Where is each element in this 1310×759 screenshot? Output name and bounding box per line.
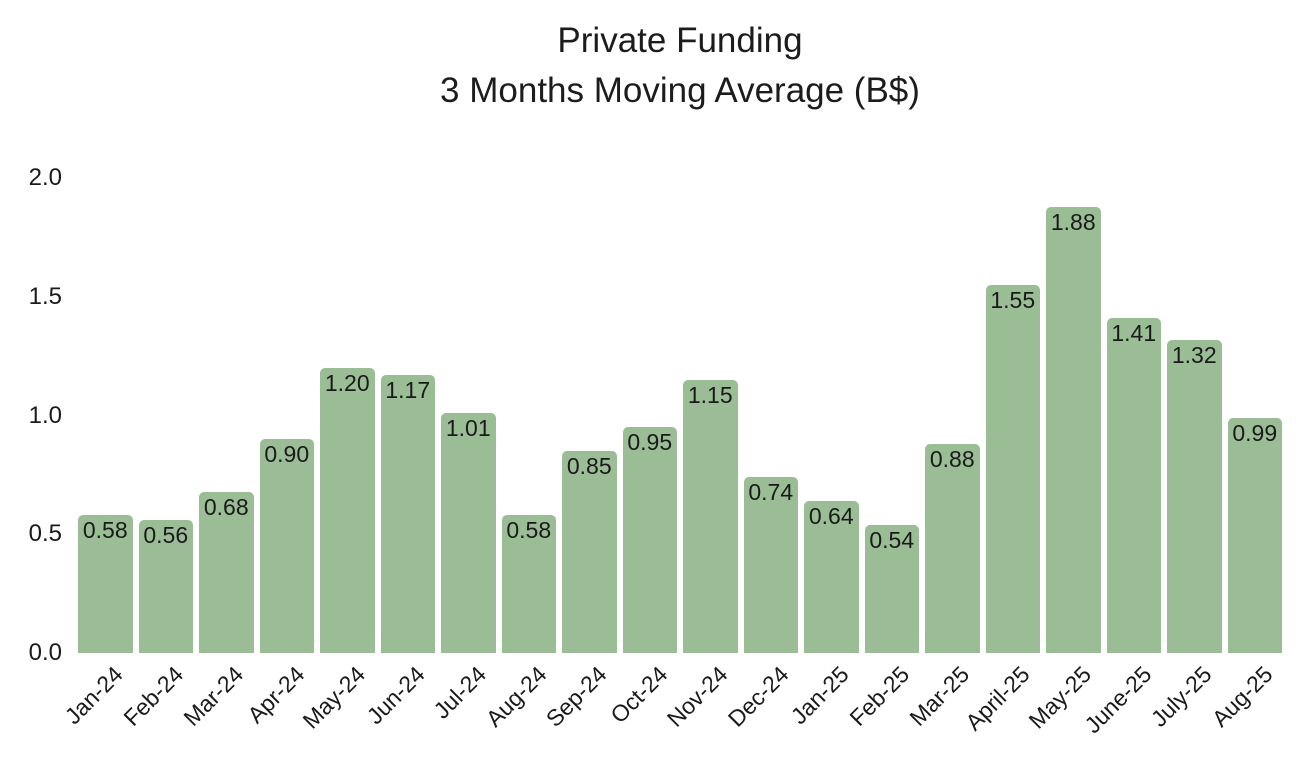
bar-Aug-24: 0.58 <box>501 515 556 653</box>
bar-Jan-25: 0.64 <box>804 501 859 653</box>
bar-value-label: 0.56 <box>143 522 189 548</box>
y-tick-label: 0.5 <box>28 520 62 548</box>
bar-value-label: 0.88 <box>929 446 975 472</box>
bar-April-25: 1.55 <box>985 284 1040 653</box>
bar-value-label: 0.85 <box>566 453 612 480</box>
bar-Oct-24: 0.95 <box>622 427 677 653</box>
bar-July-25: 1.32 <box>1167 339 1222 653</box>
y-tick-label: 1.5 <box>28 282 62 310</box>
bar-value-label: 1.41 <box>1111 320 1157 347</box>
chart-title: Private Funding 3 Months Moving Average … <box>78 16 1282 116</box>
bar-value-label: 1.01 <box>445 415 491 442</box>
bar-value-label: 0.54 <box>869 526 915 553</box>
bar-Sep-24: 0.85 <box>562 451 617 653</box>
bar-value-label: 1.88 <box>1050 208 1096 235</box>
bar-value-label: 1.55 <box>990 286 1036 313</box>
bar-Mar-24: 0.68 <box>199 491 254 653</box>
bar-value-label: 0.95 <box>627 429 673 456</box>
bar-value-label: 0.74 <box>748 479 794 506</box>
bar-Mar-25: 0.88 <box>925 444 980 653</box>
bar-Jan-24: 0.58 <box>78 515 133 653</box>
bar-value-label: 1.17 <box>385 377 431 404</box>
bar-value-label: 0.58 <box>506 517 552 544</box>
chart-title-line2: 3 Months Moving Average (B$) <box>440 71 920 110</box>
plot-area: 0.58 0.56 0.68 0.90 1.20 1.17 1.01 0.58 0.85 0.95… <box>78 178 1282 653</box>
bar-value-label: 0.64 <box>808 503 854 529</box>
bar-Feb-25: 0.54 <box>864 524 919 653</box>
y-tick-label: 0.0 <box>28 639 62 666</box>
bar-value-label: 1.15 <box>687 381 733 408</box>
bar-May-25: 1.88 <box>1046 206 1101 653</box>
bar-Feb-24: 0.56 <box>138 520 193 653</box>
y-tick-label: 2.0 <box>28 164 62 191</box>
bar-Dec-24: 0.74 <box>743 477 798 653</box>
bar-May-24: 1.20 <box>320 368 375 653</box>
bar-June-25: 1.41 <box>1106 318 1161 653</box>
bar-value-label: 0.58 <box>82 517 128 544</box>
chart-title-line1: Private Funding <box>557 21 803 60</box>
bar-Nov-24: 1.15 <box>683 379 738 653</box>
bar-Jun-24: 1.17 <box>380 375 435 653</box>
bar-Apr-24: 0.90 <box>259 439 314 653</box>
bar-Aug-25: 0.99 <box>1227 417 1282 653</box>
y-tick-label: 1.0 <box>28 401 62 429</box>
bar-value-label: 0.99 <box>1232 419 1278 446</box>
bar-value-label: 1.32 <box>1171 341 1217 368</box>
bar-Jul-24: 1.01 <box>441 413 496 653</box>
bar-value-label: 1.20 <box>324 370 370 396</box>
bar-value-label: 0.68 <box>203 493 249 520</box>
bar-value-label: 0.90 <box>264 441 310 468</box>
